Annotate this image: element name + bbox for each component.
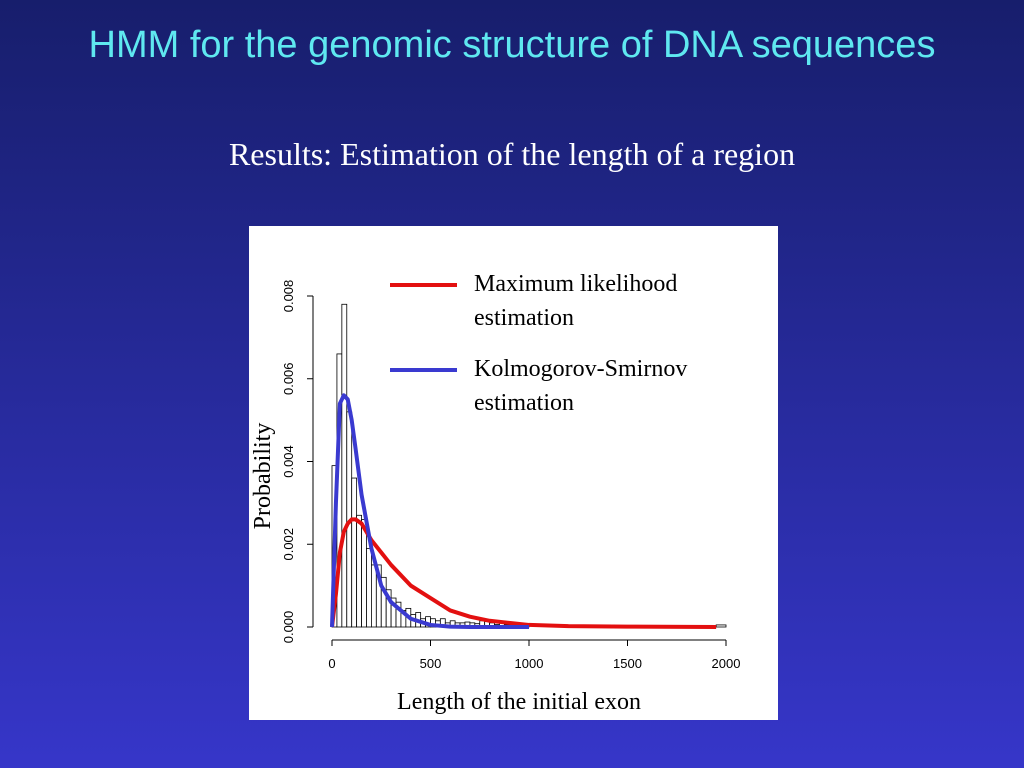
x-tick-label: 0 [328,656,335,671]
y-tick-label: 0.008 [281,280,296,313]
chart: 0.000 0.002 0.004 0.006 0.008 0 500 1000 1500 200… [250,280,741,715]
y-tick-label: 0.006 [281,362,296,395]
histogram-bar [366,547,372,628]
legend-label: Kolmogorov-Smirnov estimation [474,356,688,416]
histogram-bar [371,564,377,628]
slide-title: HMM for the genomic structure of DNA seq… [88,24,936,66]
x-tick-label: 1500 [613,656,642,671]
y-tick-label: 0.002 [281,528,296,561]
x-axis-label: Length of the initial exon [397,689,641,715]
chart-panel: 0.000 0.002 0.004 0.006 0.008 0 500 1000 1500 200… [249,226,778,720]
histogram-bar [341,303,348,628]
histogram-bar [715,624,727,628]
series-line [330,517,717,629]
legend-label: Maximum likelihood estimation [474,271,678,331]
x-tick-label: 1000 [515,656,544,671]
x-tick-label: 2000 [712,656,741,671]
series-line [330,393,529,629]
histogram-bar [351,477,358,628]
histogram-bar [361,519,367,628]
y-tick-label: 0.004 [281,445,296,478]
slide-subtitle: Results: Estimation of the length of a r… [228,136,796,172]
x-tick-label: 500 [420,656,442,671]
histogram-bar [356,514,362,628]
y-tick-label: 0.000 [281,611,296,644]
y-axis-label: Probability [250,423,276,530]
